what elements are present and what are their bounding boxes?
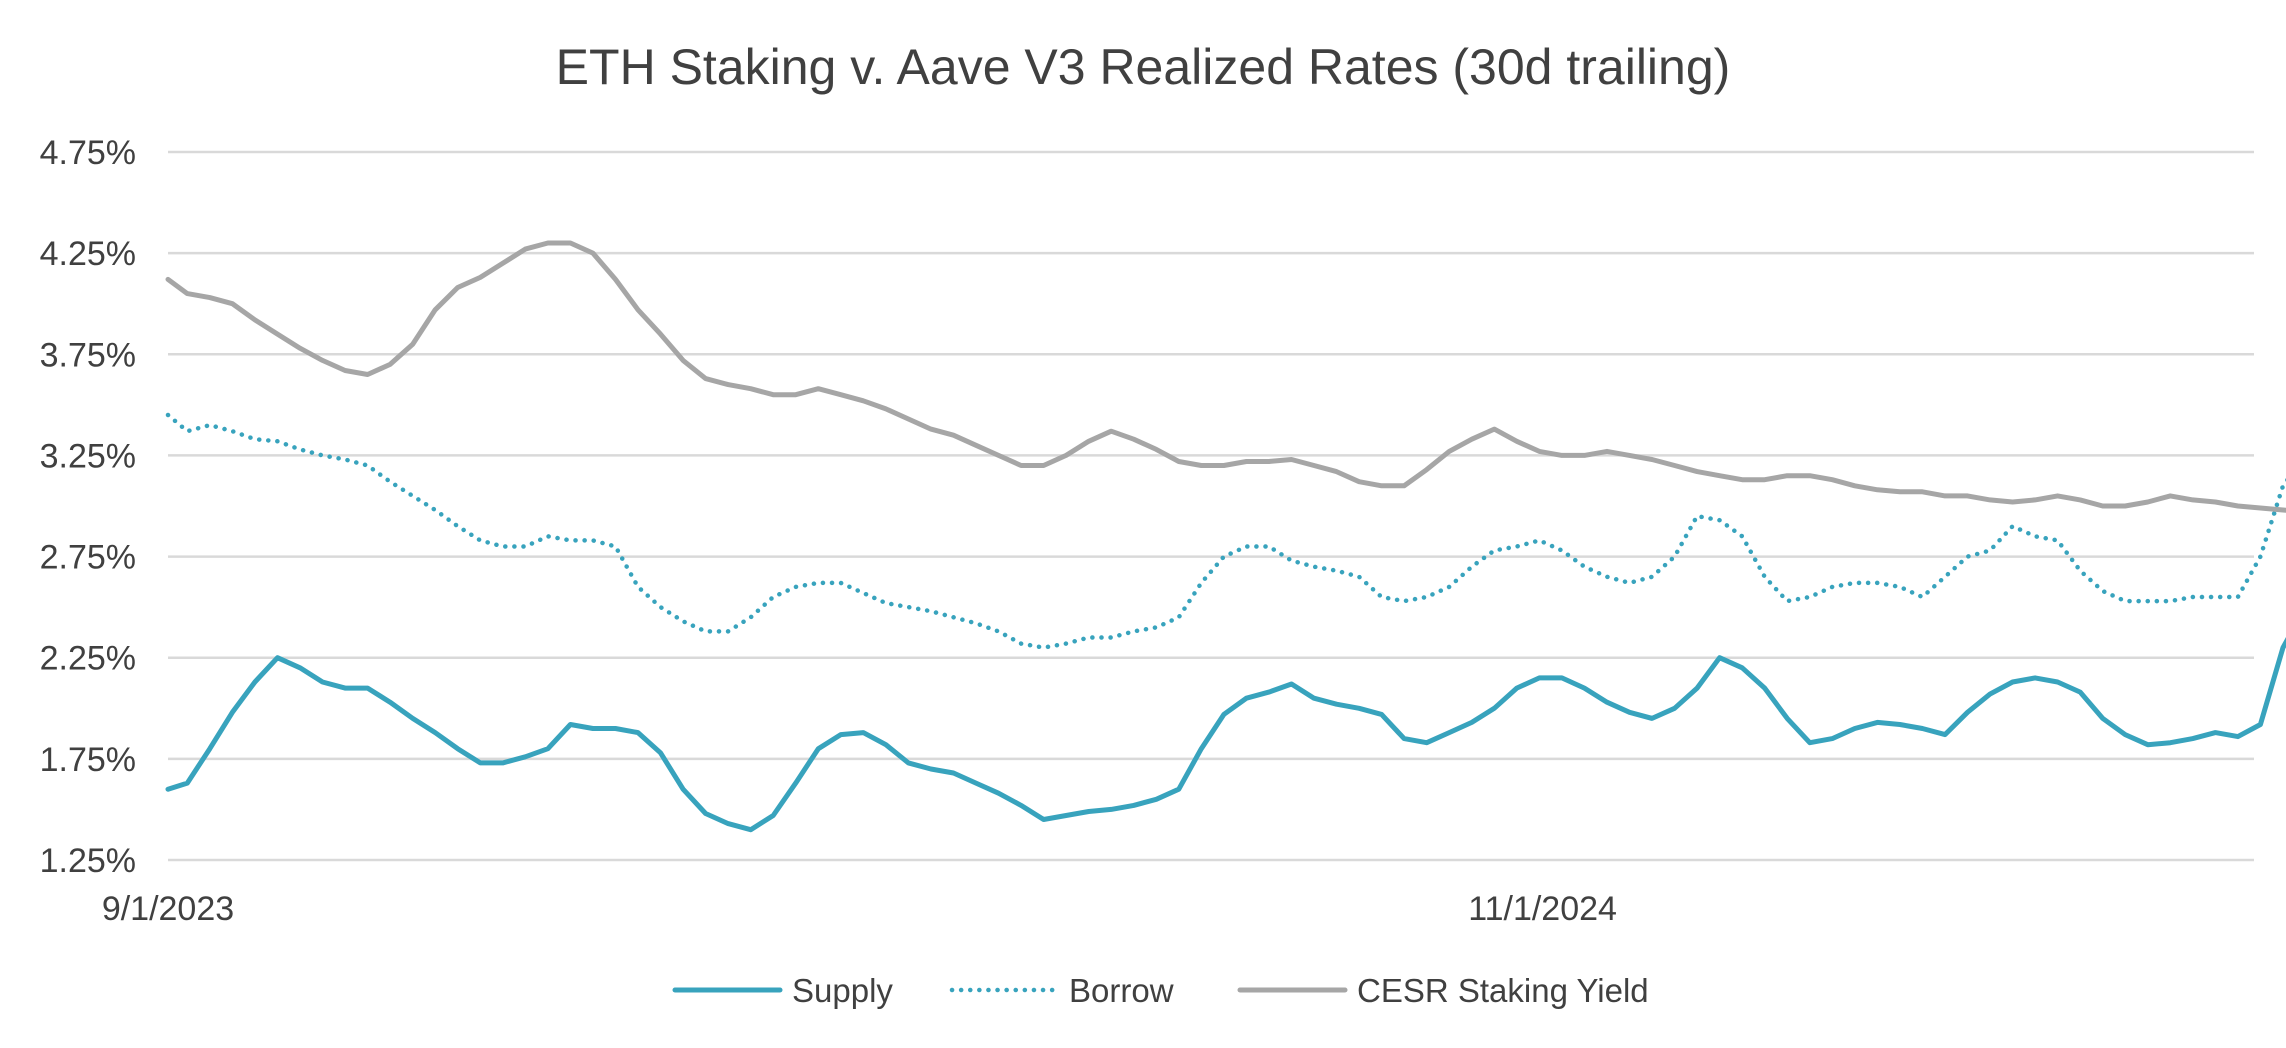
series-line-supply [165, 637, 2286, 833]
y-tick-label: 3.25% [40, 437, 136, 475]
y-tick-label: 2.75% [40, 539, 136, 577]
y-tick-label: 3.75% [40, 336, 136, 374]
legend-label: Supply [792, 972, 893, 1009]
y-tick-label: 4.25% [40, 235, 136, 273]
gridlines [168, 150, 2254, 862]
y-tick-label: 4.75% [40, 134, 136, 172]
x-tick-label: 11/1/2024 [1468, 890, 1617, 928]
series-line-cesr-staking-yield [165, 240, 2286, 513]
x-axis-ticks: 9/1/2023 11/1/2024 [102, 890, 1617, 928]
series-lines [165, 240, 2286, 833]
legend-label: CESR Staking Yield [1357, 972, 1649, 1009]
series-line-borrow [165, 412, 2286, 650]
y-tick-label: 1.75% [40, 741, 136, 779]
y-tick-label: 1.25% [40, 842, 136, 880]
chart-title: ETH Staking v. Aave V3 Realized Rates (3… [556, 39, 1731, 95]
x-tick-label: 9/1/2023 [102, 890, 234, 928]
y-tick-label: 2.25% [40, 640, 136, 678]
legend-label: Borrow [1069, 972, 1174, 1009]
y-axis-ticks: 1.25% 1.75% 2.25% 2.75% 3.25% 3.75% 4.25% 4.75% [40, 134, 136, 880]
legend: Supply Borrow CESR Staking Yield [672, 972, 1649, 1009]
